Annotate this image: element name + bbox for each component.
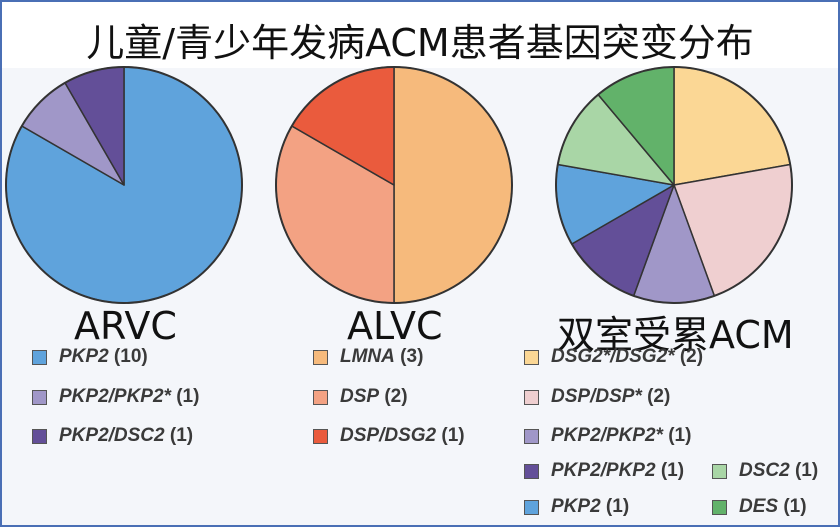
- pie-outline-1: [275, 66, 513, 304]
- legend-count: (2): [679, 346, 704, 367]
- legend-gene: PKP2/PKP2*: [59, 386, 171, 407]
- legend-item-biv-0: DSG2*/DSG2* (2): [524, 346, 703, 368]
- legend-gene: PKP2/PKP2*: [551, 425, 663, 446]
- legend-count: (10): [113, 346, 148, 367]
- legend-swatch: [32, 389, 47, 405]
- legend-swatch: [524, 499, 539, 515]
- legend-item-arvc-2: PKP2/DSC2 (1): [32, 425, 193, 447]
- legend-item-biv-5: DSC2 (1): [712, 460, 818, 482]
- legend-item-biv-1: DSP/DSP* (2): [524, 386, 670, 408]
- pie-outline-2: [555, 66, 793, 304]
- legend-gene: DES: [739, 496, 779, 517]
- legend-item-biv-2: PKP2/PKP2* (1): [524, 425, 691, 447]
- legend-gene: PKP2/PKP2: [551, 460, 656, 481]
- legend-gene: DSP/DSP*: [551, 386, 642, 407]
- legend-item-arvc-0: PKP2 (10): [32, 346, 148, 368]
- pie-label-alvc: ALVC: [347, 304, 443, 348]
- legend-swatch: [524, 349, 539, 365]
- legend-item-biv-3: PKP2/PKP2 (1): [524, 460, 684, 482]
- legend-count: (1): [169, 425, 194, 446]
- legend-gene: DSG2*/DSG2*: [551, 346, 675, 367]
- legend-item-alvc-2: DSP/DSG2 (1): [313, 425, 465, 447]
- legend-item-alvc-0: LMNA (3): [313, 346, 423, 368]
- legend-count: (2): [384, 386, 408, 407]
- legend-gene: PKP2: [551, 496, 601, 517]
- legend-gene: PKP2/DSC2: [59, 425, 165, 446]
- legend-item-biv-6: DES (1): [712, 496, 807, 518]
- pie-outline-0: [5, 66, 243, 304]
- legend-gene: PKP2: [59, 346, 109, 367]
- legend-gene: DSC2: [739, 460, 790, 481]
- legend-swatch: [524, 389, 539, 405]
- legend-count: (1): [605, 496, 630, 517]
- pie-slice-1-0: [393, 66, 513, 304]
- legend-count: (1): [794, 460, 819, 481]
- legend-swatch: [32, 349, 47, 365]
- legend-swatch: [313, 389, 328, 405]
- legend-gene: DSP: [340, 386, 380, 407]
- legend-count: (1): [660, 460, 685, 481]
- legend-gene: LMNA: [340, 346, 395, 367]
- legend-swatch: [32, 428, 47, 444]
- legend-count: (1): [783, 496, 807, 517]
- pie-label-arvc: ARVC: [74, 304, 177, 348]
- title-band: [2, 2, 838, 68]
- legend-count: (1): [441, 425, 465, 446]
- pie-label-biventricular: 双室受累ACM: [557, 313, 794, 357]
- legend-count: (1): [176, 386, 200, 407]
- legend-item-biv-4: PKP2 (1): [524, 496, 629, 518]
- legend-count: (3): [400, 346, 424, 367]
- legend-swatch: [313, 428, 328, 444]
- legend-swatch: [712, 463, 727, 479]
- legend-gene: DSP/DSG2: [340, 425, 437, 446]
- legend-swatch: [712, 499, 727, 515]
- legend-swatch: [524, 463, 539, 479]
- legend-swatch: [524, 428, 539, 444]
- legend-swatch: [313, 349, 328, 365]
- legend-item-arvc-1: PKP2/PKP2* (1): [32, 386, 199, 408]
- legend-count: (1): [668, 425, 692, 446]
- chart-title: 儿童/青少年发病ACM患者基因突变分布: [86, 21, 754, 65]
- legend-count: (2): [647, 386, 671, 407]
- legend-item-alvc-1: DSP (2): [313, 386, 408, 408]
